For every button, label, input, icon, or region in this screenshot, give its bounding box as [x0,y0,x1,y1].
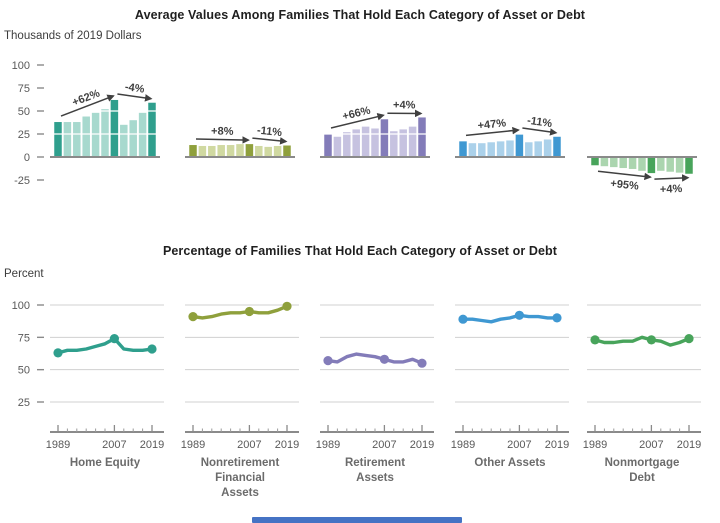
svg-text:2019: 2019 [275,439,299,451]
line-chart-nonretirement-financial-assets: 1989 2007 2019 Nonretirement Financial Assets [181,301,299,499]
svg-text:1989: 1989 [46,439,70,451]
bar-chart-retirement-assets: +66% +4% [320,99,430,158]
svg-text:75: 75 [18,83,30,95]
svg-text:2019: 2019 [410,439,434,451]
line-chart-home-equity: 1989 2007 2019 Home Equity [46,304,164,469]
svg-text:2007: 2007 [237,439,261,451]
category-label-home-equity: Home Equity [70,457,141,469]
svg-text:1989: 1989 [451,439,475,451]
bottom-unit-label: Percent [4,268,44,280]
svg-text:1989: 1989 [316,439,340,451]
line-chart-nonmortgage-debt: 1989 2007 2019 Nonmortgage Debt [583,304,701,484]
svg-text:1989: 1989 [583,439,607,451]
svg-text:25: 25 [18,129,30,141]
bar-chart-nonretirement-financial-assets: +8% -11% [185,110,295,158]
bar-chart-other-assets: +47% -11% [455,110,565,158]
svg-text:2007: 2007 [372,439,396,451]
svg-text:0: 0 [24,152,30,164]
top-y-axis: 100 75 50 25 0 -25 [12,60,44,187]
svg-text:2007: 2007 [507,439,531,451]
bottom-chart-title: Percentage of Families That Hold Each Ca… [162,244,558,258]
svg-text:+4%: +4% [660,183,683,196]
svg-text:+8%: +8% [211,125,234,137]
top-chart-title: Average Values Among Families That Hold … [134,8,586,22]
svg-text:2007: 2007 [639,439,663,451]
horizontal-scrollbar-thumb[interactable] [252,517,462,523]
category-label-other-assets: Other Assets [474,457,545,469]
svg-text:50: 50 [18,365,30,377]
svg-text:2019: 2019 [140,439,164,451]
svg-text:100: 100 [12,60,30,72]
category-label-nonmortgage-debt: Nonmortgage Debt [605,457,680,484]
top-unit-label: Thousands of 2019 Dollars [4,30,142,42]
svg-text:1989: 1989 [181,439,205,451]
svg-text:-4%: -4% [124,81,145,96]
svg-text:25: 25 [18,397,30,409]
svg-text:2019: 2019 [677,439,701,451]
svg-text:50: 50 [18,106,30,118]
svg-text:+95%: +95% [610,178,640,193]
svg-text:100: 100 [12,300,30,312]
average-values-bar-charts: 100 75 50 25 0 -25 +62% -4% +8% -11% +66% +4% +47% -1… [12,60,697,196]
bottom-y-axis: 100 75 50 25 [12,300,44,409]
svg-text:+4%: +4% [393,99,416,111]
svg-text:-11%: -11% [256,125,282,139]
svg-text:2019: 2019 [545,439,569,451]
svg-text:75: 75 [18,332,30,344]
line-chart-retirement-assets: 1989 2007 2019 Retirement Assets [316,304,434,484]
svg-text:-25: -25 [14,175,30,187]
svg-text:2007: 2007 [102,439,126,451]
category-label-retirement-assets: Retirement Assets [345,457,405,484]
svg-text:-11%: -11% [526,115,553,130]
bar-chart-home-equity: +62% -4% [50,81,160,158]
category-label-nonretirement-financial-assets: Nonretirement Financial Assets [201,457,280,499]
svg-text:+47%: +47% [477,117,507,132]
bar-chart-nonmortgage-debt: +95% +4% [587,110,697,196]
svg-text:+66%: +66% [341,104,372,122]
